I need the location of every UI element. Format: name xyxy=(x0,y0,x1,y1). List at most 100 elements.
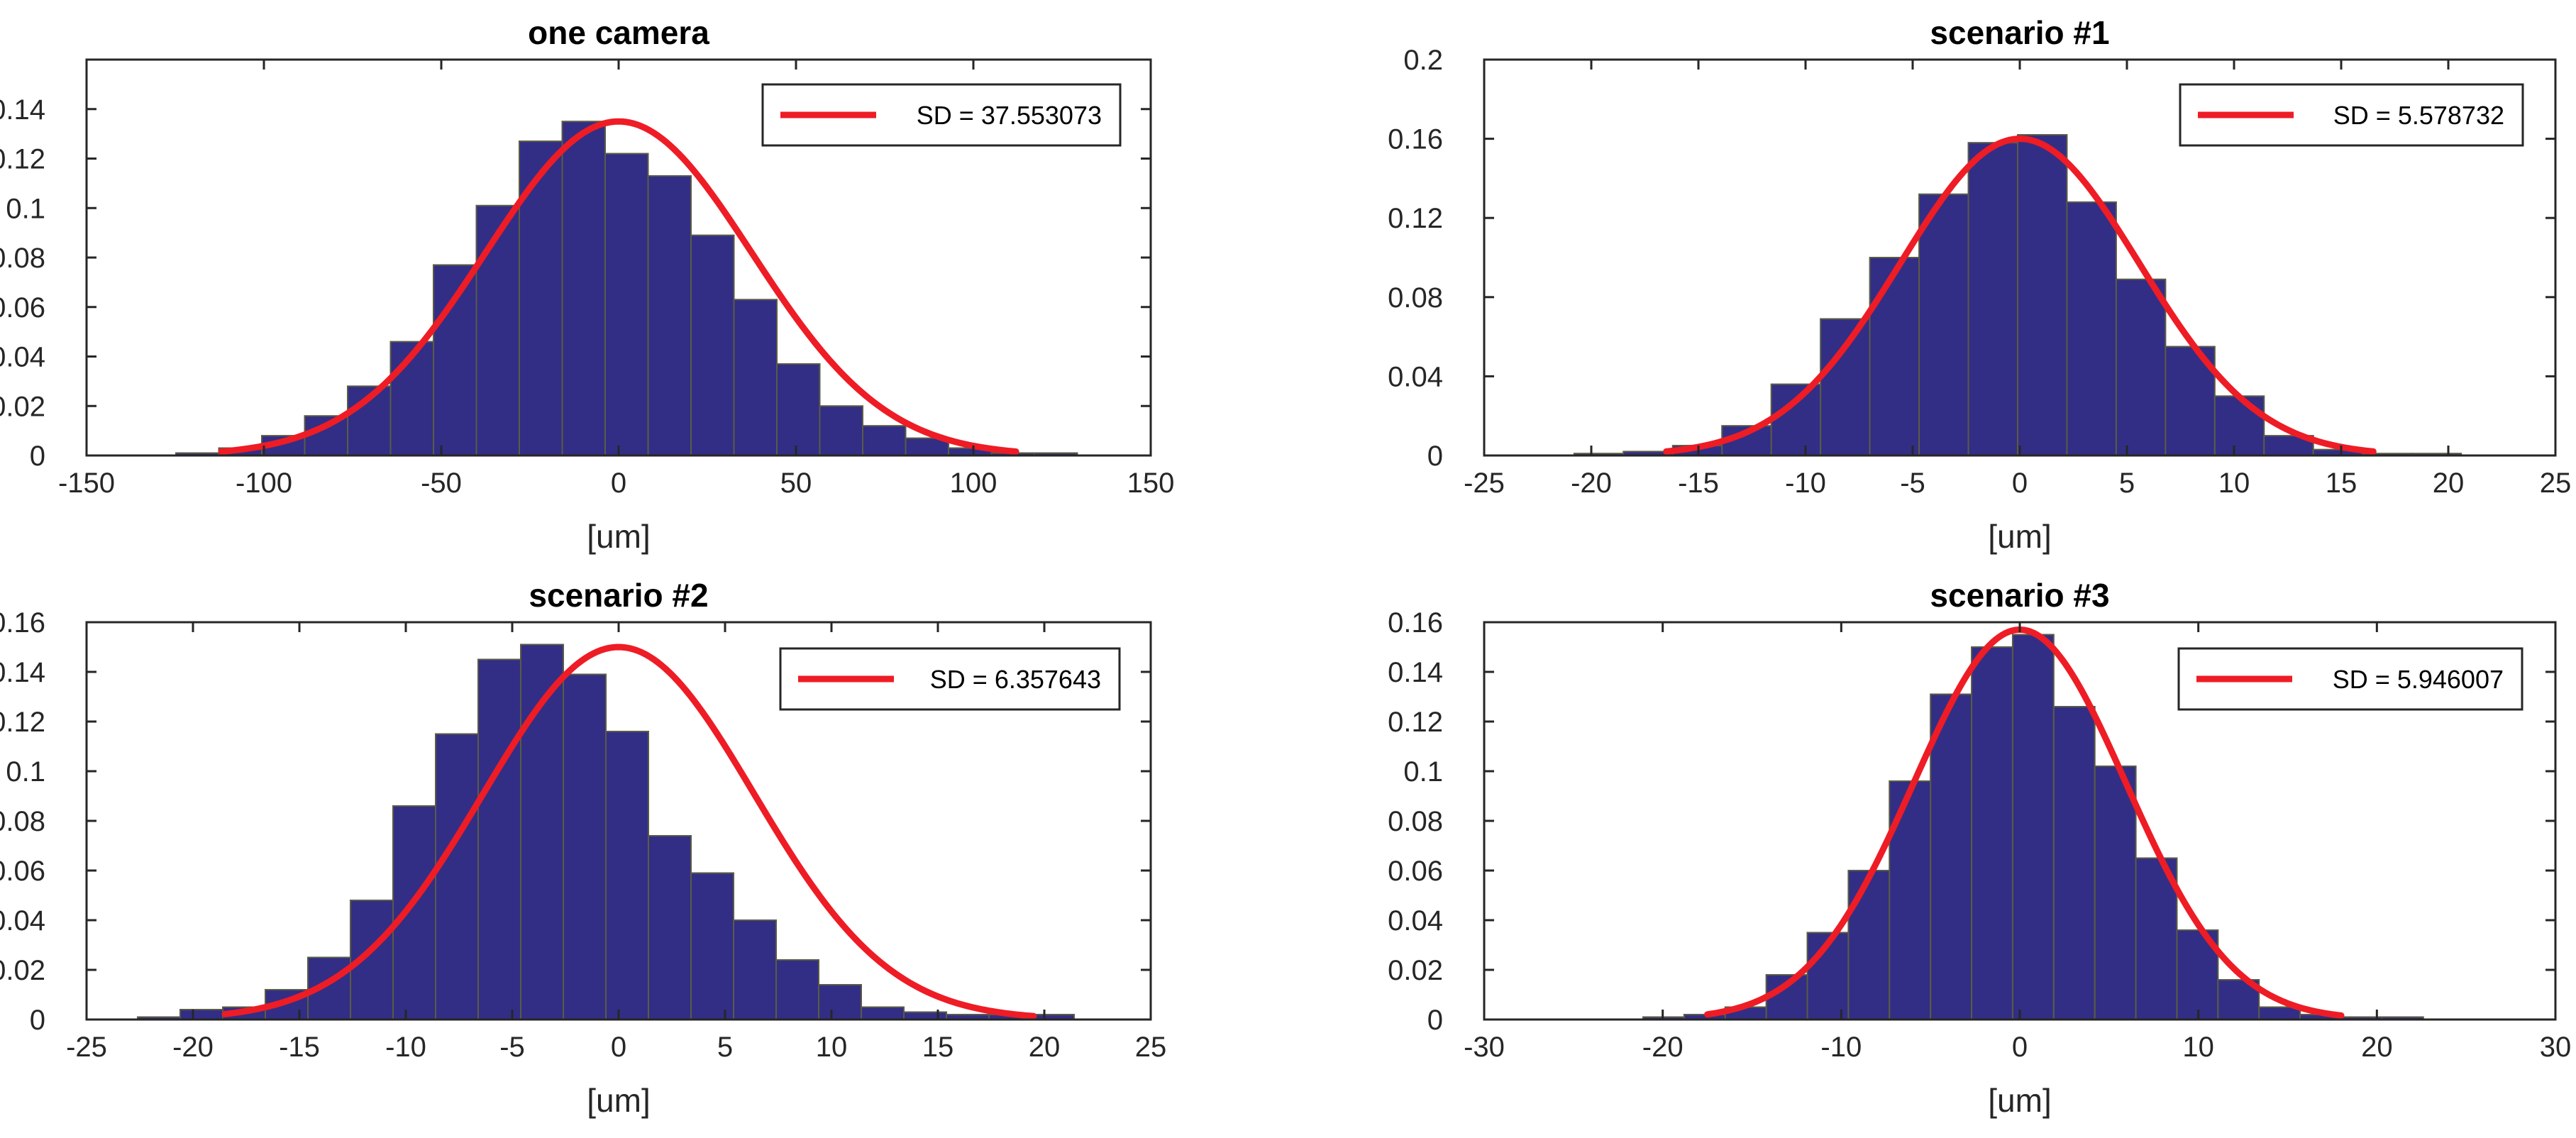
chart-panel-1: -150 -100 -50 0 50 100 150 0 0.02 0.04 0.06 0.08 0.1… xyxy=(0,14,1174,555)
histogram-bar xyxy=(304,415,348,457)
y-tick-label: 0.12 xyxy=(0,707,45,738)
normal-fit-curve xyxy=(1663,136,2377,455)
y-tick-label: 0.12 xyxy=(1388,707,1443,738)
x-tick-label: 20 xyxy=(2361,1032,2393,1063)
y-tick-label: 0.16 xyxy=(1388,607,1443,639)
histogram-bar xyxy=(2066,201,2117,456)
y-tick-label: 0.02 xyxy=(1388,955,1443,986)
x-tick-label: 150 xyxy=(1127,468,1175,499)
histogram-bar xyxy=(903,1011,947,1020)
x-tick-label: -15 xyxy=(279,1032,320,1063)
x-axis-label: [um] xyxy=(1988,518,2051,555)
histogram-bar xyxy=(2094,766,2137,1020)
x-tick-label: 30 xyxy=(2540,1032,2572,1063)
histogram-bar xyxy=(350,900,394,1020)
histogram-bar xyxy=(604,153,649,456)
histogram-bar xyxy=(2135,857,2178,1020)
y-tick-label: 0.02 xyxy=(0,955,45,986)
x-tick-label: -10 xyxy=(1785,468,1826,499)
y-tick-label: 0.14 xyxy=(0,657,45,688)
x-tick-label: 10 xyxy=(2182,1032,2214,1063)
chart-title: one camera xyxy=(528,14,709,51)
x-tick-label: -5 xyxy=(1900,468,1925,499)
chart-title: scenario #1 xyxy=(1930,14,2109,51)
legend-label: SD = 37.553073 xyxy=(917,101,1102,130)
y-tick-label: 0.08 xyxy=(0,243,45,274)
x-tick-label: 50 xyxy=(780,468,812,499)
histogram-bar xyxy=(819,405,863,456)
legend-label: SD = 6.357643 xyxy=(930,665,1101,694)
histogram-bar xyxy=(2115,278,2167,456)
normal-fit-curve xyxy=(218,118,1019,455)
y-tick-label: 0.1 xyxy=(6,756,45,788)
x-tick-label: 0 xyxy=(611,1032,626,1063)
x-tick-label: -15 xyxy=(1678,468,1719,499)
histogram-bar xyxy=(775,959,819,1020)
y-tick-label: 0 xyxy=(1427,441,1443,472)
chart-panel-4: -30 -20 -10 0 10 20 30 0 0.02 0.04 0.06 0.08 0.1 0.12… xyxy=(1388,577,2571,1119)
histogram-bar xyxy=(648,835,692,1020)
y-tick-label: 0.06 xyxy=(1388,856,1443,887)
y-tick-label: 0.06 xyxy=(0,292,45,324)
x-tick-label: 5 xyxy=(717,1032,733,1063)
x-tick-label: 10 xyxy=(816,1032,848,1063)
y-tick-label: 0.16 xyxy=(0,607,45,639)
chart-panel-2: -25 -20 -15 -10 -5 0 5 10 15 20 25 0 0.04 0.08 0.12 0.1… xyxy=(1388,14,2571,555)
histogram-bar xyxy=(862,425,907,457)
y-tick-label: 0.04 xyxy=(0,905,45,937)
histogram-bar xyxy=(1770,383,1822,456)
y-tick-label: 0.16 xyxy=(1388,124,1443,155)
histogram-bar xyxy=(1820,318,1871,456)
legend: SD = 37.553073 xyxy=(761,83,1122,147)
y-tick-label: 0.04 xyxy=(0,342,45,373)
y-tick-label: 0.08 xyxy=(0,806,45,837)
histogram-bar xyxy=(605,731,649,1020)
histogram-bar xyxy=(2016,134,2068,457)
x-tick-label: -25 xyxy=(1464,468,1505,499)
x-tick-label: 15 xyxy=(922,1032,954,1063)
x-tick-label: 20 xyxy=(2433,468,2465,499)
x-tick-label: -5 xyxy=(499,1032,525,1063)
y-tick-label: 0 xyxy=(30,1005,45,1036)
histogram-bar xyxy=(733,919,777,1020)
x-axis-label: [um] xyxy=(1988,1082,2051,1119)
x-tick-label: -30 xyxy=(1464,1032,1505,1063)
x-tick-label: 25 xyxy=(2540,468,2572,499)
legend: SD = 6.357643 xyxy=(779,647,1121,711)
histogram-bar xyxy=(477,658,521,1020)
normal-fit-curve xyxy=(221,643,1037,1020)
histogram-bar xyxy=(2052,706,2096,1020)
histogram-bar xyxy=(776,363,821,457)
legend: SD = 5.578732 xyxy=(2179,83,2524,147)
y-tick-label: 0.1 xyxy=(1403,756,1443,788)
histogram-bar xyxy=(475,204,520,456)
histogram-bar xyxy=(690,234,735,456)
x-tick-label: 0 xyxy=(611,468,626,499)
histogram-bar xyxy=(690,872,734,1020)
y-tick-label: 0.1 xyxy=(6,193,45,224)
x-tick-label: -10 xyxy=(1820,1032,1862,1063)
x-tick-label: 15 xyxy=(2326,468,2357,499)
x-tick-label: -20 xyxy=(172,1032,214,1063)
chart-title: scenario #3 xyxy=(1930,577,2109,614)
y-tick-label: 0.12 xyxy=(1388,203,1443,234)
histogram-bar xyxy=(733,299,778,457)
histogram-bar xyxy=(2213,395,2265,456)
histogram-bar xyxy=(861,1006,905,1020)
x-tick-label: 25 xyxy=(1135,1032,1167,1063)
histogram-bar xyxy=(818,984,862,1020)
histogram-bar xyxy=(435,733,479,1020)
x-tick-label: -50 xyxy=(421,468,462,499)
x-tick-label: -100 xyxy=(236,468,292,499)
x-tick-label: 0 xyxy=(2012,468,2028,499)
legend: SD = 5.946007 xyxy=(2177,647,2524,711)
histogram-bar xyxy=(563,673,607,1020)
histogram-bar xyxy=(647,175,692,456)
histogram-bar xyxy=(179,1009,223,1020)
x-axis-label: [um] xyxy=(587,518,650,555)
histogram-bar xyxy=(561,121,606,456)
y-tick-label: 0.08 xyxy=(1388,806,1443,837)
legend-label: SD = 5.578732 xyxy=(2333,101,2504,130)
normal-fit-curve xyxy=(1704,626,2345,1019)
